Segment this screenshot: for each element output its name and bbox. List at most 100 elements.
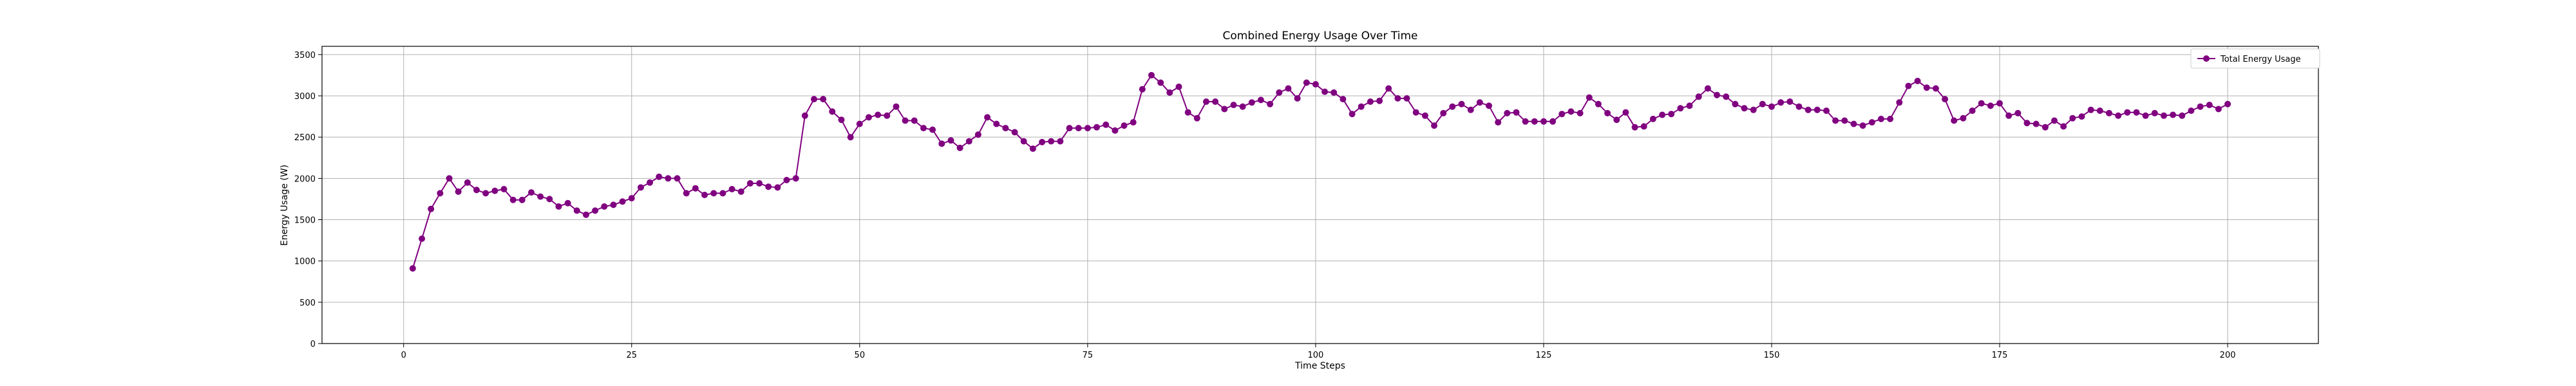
data-point <box>683 190 690 197</box>
data-point <box>737 188 744 195</box>
data-point <box>1951 117 1958 124</box>
legend: Total Energy Usage <box>2190 48 2320 69</box>
data-point <box>2106 109 2112 116</box>
y-tick-label: 3000 <box>294 92 316 102</box>
data-point <box>1358 103 1365 110</box>
data-point <box>692 185 699 192</box>
data-point <box>1230 102 1237 109</box>
data-point <box>2096 107 2103 115</box>
data-point <box>756 180 763 187</box>
data-point <box>856 120 863 127</box>
data-point <box>1868 119 1875 126</box>
data-point <box>1331 89 1338 96</box>
data-point <box>1814 106 1821 113</box>
data-point <box>656 173 663 180</box>
data-point <box>1048 138 1055 145</box>
data-point <box>419 235 426 242</box>
data-point <box>1622 109 1629 116</box>
data-point <box>491 187 498 194</box>
data-point <box>1513 109 1520 116</box>
data-point <box>1932 85 1939 92</box>
data-point <box>1267 100 1274 107</box>
data-point <box>1987 102 1994 109</box>
data-point <box>2069 115 2076 122</box>
y-axis-label: Energy Usage (W) <box>279 165 290 246</box>
x-tick-label: 200 <box>2220 351 2236 360</box>
data-point <box>1458 100 1465 107</box>
data-point <box>1704 85 1711 92</box>
data-point <box>647 179 654 186</box>
data-point <box>1394 95 1401 102</box>
data-point <box>783 176 790 183</box>
data-point <box>1942 96 1949 103</box>
data-point <box>1723 93 1730 100</box>
data-point <box>1832 117 1839 124</box>
data-point <box>2014 109 2022 116</box>
x-tick-label: 100 <box>1308 351 1324 360</box>
data-point <box>1795 103 1803 110</box>
data-point <box>537 193 544 200</box>
data-point <box>1312 81 1319 87</box>
data-point <box>1057 138 1064 145</box>
data-point <box>993 120 1000 127</box>
y-tick-label: 2500 <box>294 133 316 143</box>
data-point <box>1367 98 1374 105</box>
data-point <box>847 134 854 141</box>
data-point <box>2115 112 2122 119</box>
data-point <box>1759 100 1766 107</box>
data-point <box>719 190 726 197</box>
data-point <box>1029 145 1036 152</box>
y-tick-label: 1000 <box>294 257 316 267</box>
data-point <box>811 96 817 103</box>
data-point <box>1066 125 1073 132</box>
data-point <box>1467 106 1474 113</box>
chart-title: Combined Energy Usage Over Time <box>1223 30 1418 42</box>
y-tick-label: 1500 <box>294 216 316 226</box>
data-point <box>1121 122 1128 129</box>
data-point <box>1996 100 2003 107</box>
data-point <box>2170 111 2177 118</box>
data-point <box>674 175 681 182</box>
data-point <box>1239 103 1246 110</box>
data-point <box>902 117 909 124</box>
data-point <box>2179 112 2186 119</box>
data-point <box>473 187 480 194</box>
y-tick-label: 500 <box>299 299 316 308</box>
data-point <box>728 186 735 192</box>
series-line-total-energy-usage <box>412 74 2228 269</box>
data-point <box>838 116 845 124</box>
data-point <box>1321 88 1329 95</box>
data-point <box>911 117 918 124</box>
data-point <box>1203 98 1209 105</box>
data-point <box>409 265 416 272</box>
data-point <box>1531 118 1538 125</box>
y-tick-label: 0 <box>310 340 316 349</box>
data-point <box>1558 111 1566 118</box>
data-point <box>1212 98 1219 105</box>
data-point <box>1148 71 1155 78</box>
data-point <box>2005 112 2012 119</box>
data-point <box>1804 106 1812 113</box>
y-tick-label: 2000 <box>294 174 316 184</box>
data-point <box>1349 111 1356 118</box>
data-point <box>875 111 882 118</box>
data-point <box>774 184 781 191</box>
data-point <box>893 103 900 110</box>
data-point <box>1157 79 1164 86</box>
data-point <box>601 203 608 210</box>
data-point <box>1686 102 1693 109</box>
data-point <box>1376 97 1383 104</box>
data-point <box>1285 85 1292 92</box>
data-point <box>1613 116 1620 124</box>
data-point <box>564 199 571 207</box>
data-point <box>1431 122 1437 129</box>
data-point <box>965 138 972 145</box>
data-point <box>1094 124 1100 131</box>
data-point <box>1130 119 1137 126</box>
data-point <box>1257 96 1264 104</box>
data-point <box>1595 100 1602 107</box>
data-point <box>938 140 945 147</box>
data-point <box>1011 129 1018 136</box>
data-point <box>1440 109 1447 116</box>
data-point <box>1914 77 1921 84</box>
